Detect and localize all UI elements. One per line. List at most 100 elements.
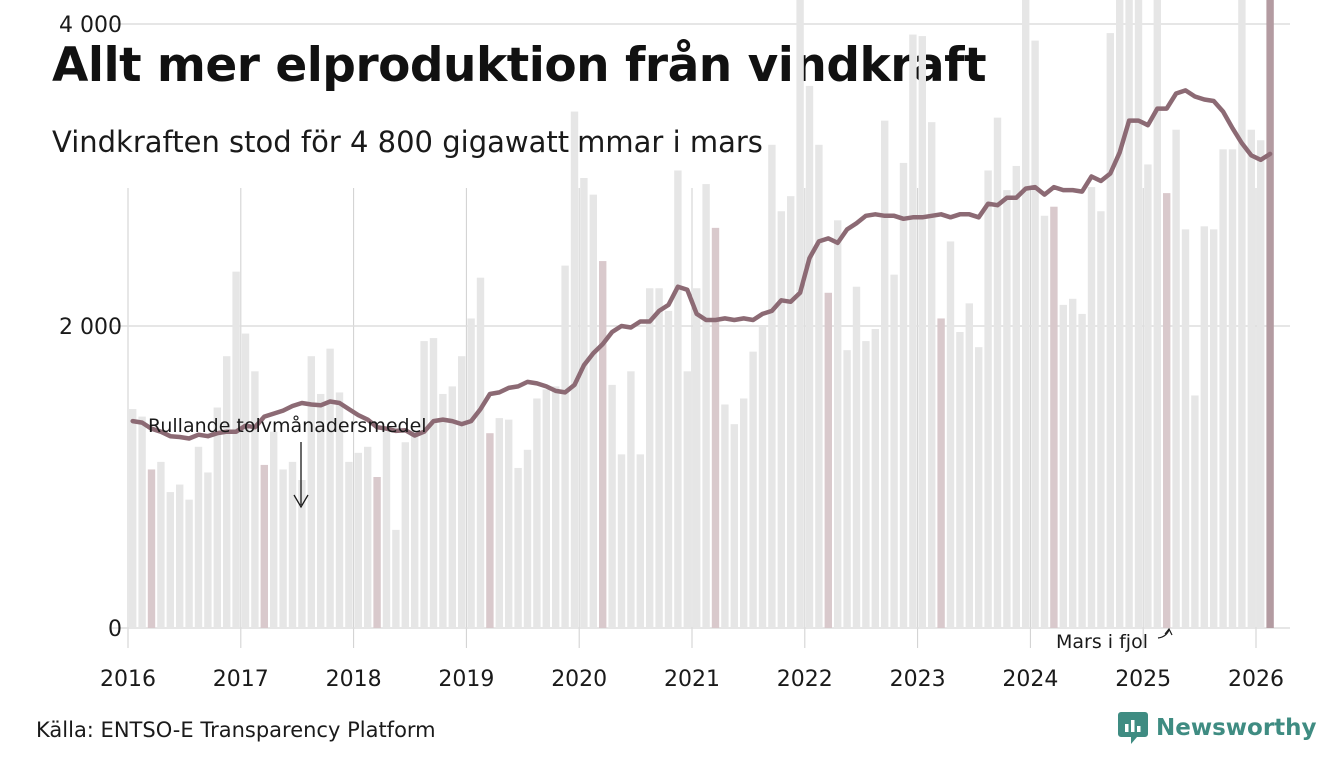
bar — [711, 227, 720, 628]
bar — [157, 461, 165, 628]
bar — [514, 467, 522, 628]
bar — [702, 184, 710, 628]
bar — [655, 288, 663, 628]
bar — [608, 384, 616, 628]
bar — [740, 398, 748, 628]
bar — [467, 318, 475, 628]
y-tick-label: 4 000 — [59, 13, 122, 38]
bar — [392, 529, 400, 628]
bar — [1069, 298, 1077, 628]
bar — [834, 220, 842, 629]
bar — [1153, 0, 1161, 628]
bar — [1003, 190, 1011, 628]
bar — [439, 393, 447, 628]
bar — [213, 407, 221, 628]
x-tick-label: 2016 — [100, 667, 156, 692]
bar — [476, 277, 485, 628]
bar — [335, 392, 344, 628]
bar — [965, 303, 973, 628]
bar — [815, 144, 823, 629]
bar — [918, 36, 926, 628]
bar — [1116, 0, 1124, 628]
bar — [401, 442, 409, 628]
bar — [1078, 313, 1086, 628]
bar — [627, 371, 635, 628]
bar — [674, 170, 682, 628]
bar — [411, 431, 419, 628]
x-tick-label: 2026 — [1228, 667, 1284, 692]
bar — [749, 351, 757, 628]
bar — [1238, 0, 1246, 629]
bar — [364, 446, 372, 628]
bar — [523, 449, 532, 628]
bar — [505, 419, 513, 628]
bar — [693, 288, 701, 628]
bar — [429, 338, 438, 628]
bar — [777, 211, 785, 629]
bar — [373, 477, 381, 628]
bar — [326, 348, 334, 628]
bar — [852, 286, 861, 628]
x-tick-label: 2024 — [1002, 667, 1058, 692]
bar — [580, 178, 588, 628]
x-tick-label: 2019 — [438, 667, 494, 692]
bar — [382, 431, 391, 628]
bar — [636, 454, 644, 628]
bar — [984, 170, 992, 628]
bar — [533, 398, 541, 628]
bar — [1012, 165, 1020, 628]
bar — [928, 122, 936, 629]
bar — [1163, 193, 1171, 628]
annotation-rolling-average: Rullande tolvmånadersmedel — [148, 414, 427, 437]
bar — [909, 34, 917, 628]
bar — [570, 111, 579, 628]
bar — [1134, 0, 1143, 629]
annotation-arrow-head — [1164, 627, 1173, 636]
x-tick-label: 2025 — [1115, 667, 1171, 692]
bar — [279, 469, 287, 628]
bar — [1247, 129, 1255, 628]
bar — [561, 265, 569, 628]
bar — [683, 371, 691, 628]
bar — [204, 472, 212, 628]
bar — [552, 386, 560, 628]
bar — [176, 484, 184, 628]
bar — [232, 271, 240, 628]
bar — [1040, 215, 1049, 628]
bar — [1097, 211, 1105, 629]
bar — [495, 418, 503, 628]
bar — [1257, 140, 1265, 628]
bar — [448, 386, 456, 628]
bar — [890, 274, 898, 628]
bar — [129, 409, 137, 628]
bar — [824, 292, 832, 628]
bar — [599, 261, 607, 628]
bar — [646, 288, 654, 628]
bar — [194, 446, 203, 628]
bar — [486, 433, 494, 628]
y-tick-label: 2 000 — [59, 315, 122, 340]
bar — [298, 480, 306, 628]
bar — [1200, 226, 1208, 628]
bar — [843, 350, 851, 628]
bar — [354, 452, 362, 628]
bar — [542, 389, 550, 628]
bar — [1210, 229, 1218, 629]
bar — [166, 492, 174, 628]
bar — [1106, 33, 1114, 629]
bar — [758, 326, 767, 628]
bar — [721, 404, 729, 628]
bar — [589, 194, 597, 628]
bar — [147, 469, 156, 628]
brand-logo: Newsworthy — [1118, 712, 1317, 744]
bar — [871, 329, 879, 628]
rolling-average-line — [130, 88, 1273, 441]
bar — [317, 393, 325, 628]
bar — [1181, 229, 1190, 629]
bar — [946, 241, 955, 628]
bar — [881, 120, 889, 628]
bar — [956, 332, 964, 628]
annotation-arrow-curve — [1157, 629, 1170, 639]
bar — [420, 341, 428, 628]
x-tick-label: 2017 — [213, 667, 269, 692]
